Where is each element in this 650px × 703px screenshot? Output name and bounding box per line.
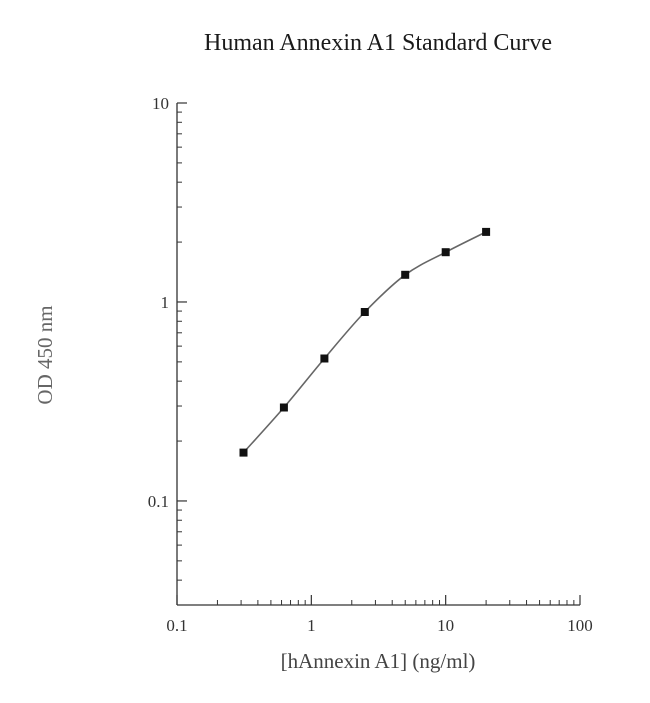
data-point: [360, 308, 369, 316]
data-point: [441, 248, 450, 257]
fit-curve-group: [242, 231, 487, 454]
data-point: [320, 354, 329, 363]
data-point: [279, 403, 288, 412]
x-tick-label: 1: [307, 616, 316, 635]
x-axis-label: [hAnnexin A1] (ng/ml): [281, 649, 476, 673]
y-tick-label: 0.1: [148, 492, 169, 511]
y-tick-label: 1: [161, 293, 170, 312]
y-tick-label: 10: [152, 94, 169, 113]
data-points: [239, 227, 491, 457]
fit-curve-line: [242, 231, 487, 454]
data-point: [482, 227, 491, 236]
x-tick-label: 100: [567, 616, 593, 635]
x-tick-label: 0.1: [166, 616, 187, 635]
axis-ticks: 0.1 1 10 100 0.1 1 10: [148, 94, 593, 635]
data-point: [239, 448, 248, 457]
data-point: [401, 270, 410, 279]
chart-title: Human Annexin A1 Standard Curve: [204, 30, 552, 56]
axes: [176, 103, 580, 606]
y-axis-label: OD 450 nm: [33, 305, 57, 404]
x-tick-label: 10: [437, 616, 454, 635]
